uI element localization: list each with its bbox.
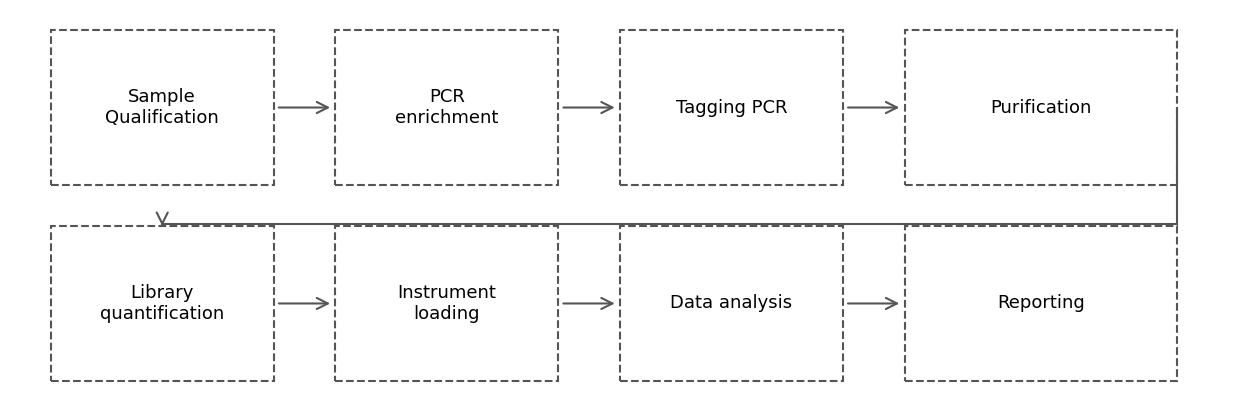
FancyBboxPatch shape — [336, 226, 558, 381]
Text: Purification: Purification — [990, 99, 1091, 117]
Text: PCR
enrichment: PCR enrichment — [396, 88, 498, 127]
Text: Library
quantification: Library quantification — [100, 284, 224, 323]
Text: Instrument
loading: Instrument loading — [397, 284, 496, 323]
FancyBboxPatch shape — [51, 30, 274, 185]
Text: Reporting: Reporting — [997, 294, 1085, 312]
FancyBboxPatch shape — [904, 30, 1177, 185]
Text: Sample
Qualification: Sample Qualification — [105, 88, 219, 127]
FancyBboxPatch shape — [904, 226, 1177, 381]
FancyBboxPatch shape — [620, 30, 843, 185]
FancyBboxPatch shape — [51, 226, 274, 381]
Text: Tagging PCR: Tagging PCR — [676, 99, 787, 117]
Text: Data analysis: Data analysis — [671, 294, 792, 312]
FancyBboxPatch shape — [336, 30, 558, 185]
FancyBboxPatch shape — [620, 226, 843, 381]
